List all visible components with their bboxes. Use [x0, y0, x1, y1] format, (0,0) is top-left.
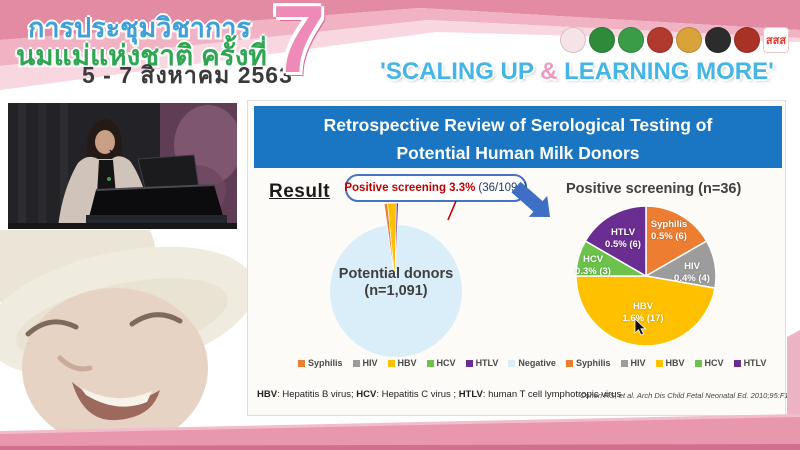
- legend-swatch-hcv: [426, 359, 434, 367]
- footnote-t2: : Hepatitis C virus ;: [376, 389, 459, 400]
- legend2-swatch-hiv: [620, 359, 628, 367]
- positive-screening-callout: Positive screening 3.3% (36/1091): [344, 174, 528, 202]
- footnote-t3: : human T cell lymphotropic virus: [482, 389, 622, 400]
- legend2-label-htlv: HTLV: [743, 358, 767, 368]
- legend-label-hiv: HIV: [362, 358, 378, 368]
- citation: Cohen RS, et al. Arch Dis Child Fetal Ne…: [580, 391, 800, 400]
- slice-syphilis-value: 0.5% (6): [651, 230, 687, 242]
- conference-title-line1: การประชุมวิชาการ: [28, 13, 251, 43]
- banner-decoration: [0, 0, 800, 90]
- nursing-council-logo: [734, 27, 760, 53]
- positive-screening-pie-title: Positive screening (n=36): [566, 181, 742, 197]
- legend-item-htlv: HTLV: [465, 358, 499, 368]
- legend-label-htlv: HTLV: [475, 358, 499, 368]
- conference-title-line2: นมแม่แห่งชาติ ครั้งที่: [16, 40, 267, 71]
- conference-tagline: 'SCALING UP & LEARNING MORE': [358, 58, 796, 86]
- slice-hbv-name: HBV: [632, 301, 654, 312]
- legend-item-hbv: HBV: [387, 358, 417, 368]
- legend-swatch-negative: [508, 359, 516, 367]
- result-heading: Result: [269, 181, 331, 202]
- slide-title-line1: Retrospective Review of Serological Test…: [323, 115, 713, 135]
- presenter-scene: [8, 103, 237, 229]
- donors-pie-chart: [330, 203, 462, 357]
- legend2-item-hiv: HIV: [620, 358, 646, 368]
- presentation-slide: Retrospective Review of Serological Test…: [247, 100, 800, 416]
- callout-highlight: Positive screening 3.3%: [344, 182, 476, 194]
- legend2-item-htlv: HTLV: [733, 358, 767, 368]
- baby-photo-background: [0, 230, 256, 448]
- footnote-htlv: HTLV: [458, 389, 483, 400]
- donors-pie-legend: Syphilis HIV HBV HCV HTLV Negative: [298, 358, 556, 368]
- legend2-swatch-hbv: [655, 359, 663, 367]
- positive-pie-legend: Syphilis HIV HBV HCV HTLV: [566, 358, 766, 368]
- royal-college-emblem-logo: [647, 27, 673, 53]
- slice-hcv-value: 0.3% (3): [575, 265, 611, 277]
- legend2-swatch-syphilis: [566, 359, 573, 367]
- presenter-video-frame: [8, 103, 237, 229]
- slice-syphilis-name: Syphilis: [650, 219, 688, 230]
- legend-label-hbv: HBV: [397, 358, 417, 368]
- legend-swatch-syphilis: [298, 359, 305, 367]
- slice-label-hcv: HCV 0.3% (3): [553, 254, 633, 278]
- slice-label-syphilis: Syphilis 0.5% (6): [629, 219, 709, 243]
- slice-hbv-value: 1.6% (17): [622, 312, 664, 324]
- legend-swatch-htlv: [465, 359, 473, 367]
- tagline-text-1: 'SCALING UP: [380, 58, 541, 85]
- legend2-item-hbv: HBV: [655, 358, 685, 368]
- legend2-swatch-htlv: [733, 359, 741, 367]
- legend2-swatch-hcv: [694, 359, 702, 367]
- legend-swatch-hiv: [352, 359, 360, 367]
- slice-htlv-name: HTLV: [610, 227, 636, 238]
- legend2-label-syphilis: Syphilis: [576, 358, 611, 368]
- slice-hiv-name: HIV: [684, 261, 700, 272]
- legend-swatch-hbv: [387, 359, 395, 367]
- slide-title: Retrospective Review of Serological Test…: [254, 106, 782, 168]
- slice-htlv-value: 0.5% (6): [605, 238, 641, 250]
- tagline-text-2: LEARNING MORE': [557, 58, 774, 85]
- slide-title-line2: Potential Human Milk Donors: [396, 143, 640, 163]
- legend-item-hiv: HIV: [352, 358, 378, 368]
- legend2-item-syphilis: Syphilis: [566, 358, 611, 368]
- mouse-cursor: [634, 318, 647, 336]
- tagline-ampersand: &: [540, 58, 558, 85]
- public-health-ministry-logo: [589, 27, 615, 53]
- abbreviation-footnote: HBV: Hepatitis B virus; HCV: Hepatitis C…: [257, 389, 621, 400]
- legend2-label-hiv: HIV: [630, 358, 646, 368]
- conference-dates: 5 - 7 สิงหาคม 2563: [82, 62, 293, 88]
- arrow-icon: [511, 181, 550, 217]
- organizer-logo-row: สสส: [560, 27, 789, 53]
- legend-item-syphilis: Syphilis: [298, 358, 343, 368]
- medical-council-logo: [705, 27, 731, 53]
- slice-label-htlv: HTLV 0.5% (6): [583, 227, 663, 251]
- donors-label-line1: Potential donors: [338, 266, 454, 282]
- slice-hcv-name: HCV: [582, 254, 604, 265]
- royal-institute-emblem-logo: [676, 27, 702, 53]
- mother-child-foundation-logo: [560, 27, 586, 53]
- legend-item-hcv: HCV: [426, 358, 456, 368]
- positive-screening-pie-chart: [575, 205, 717, 347]
- footnote-hbv: HBV: [257, 389, 278, 400]
- donors-pie-center-label: Potential donors (n=1,091): [296, 266, 496, 301]
- legend2-label-hbv: HBV: [665, 358, 685, 368]
- legend2-label-hcv: HCV: [704, 358, 724, 368]
- legend-item-negative: Negative: [508, 358, 556, 368]
- footnote-t1: : Hepatitis B virus;: [277, 389, 357, 400]
- callout-leader-line: [447, 200, 457, 221]
- edition-number: 7: [272, 0, 326, 93]
- donors-label-line2: (n=1,091): [364, 283, 428, 300]
- legend2-item-hcv: HCV: [694, 358, 724, 368]
- legend-label-hcv: HCV: [436, 358, 456, 368]
- legend-label-negative: Negative: [518, 358, 556, 368]
- thai-health-sss-logo: สสส: [763, 27, 789, 53]
- slice-label-hbv: HBV 1.6% (17): [603, 301, 683, 325]
- slice-hiv-value: 0.4% (4): [674, 272, 710, 284]
- legend-label-syphilis: Syphilis: [308, 358, 343, 368]
- footnote-hcv: HCV: [356, 389, 377, 400]
- slice-label-hiv: HIV 0.4% (4): [652, 261, 732, 285]
- health-department-logo: [618, 27, 644, 53]
